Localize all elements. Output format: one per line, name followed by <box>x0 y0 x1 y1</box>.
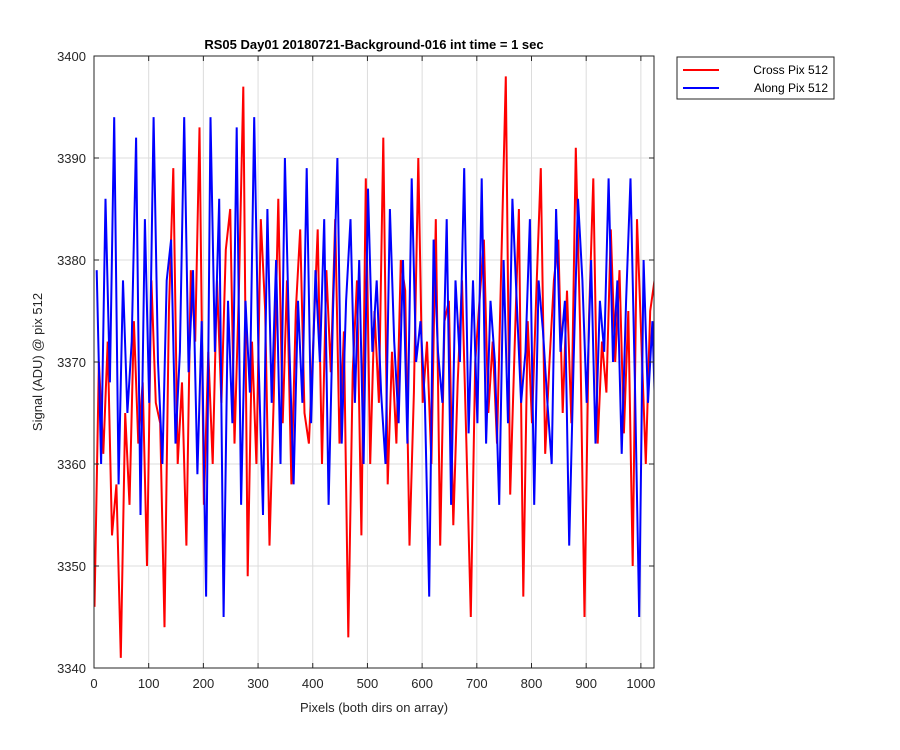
x-tick-label: 0 <box>90 676 97 691</box>
y-tick-label: 3400 <box>57 49 86 64</box>
x-tick-label: 700 <box>466 676 488 691</box>
y-tick-label: 3390 <box>57 151 86 166</box>
x-tick-label: 1000 <box>626 676 655 691</box>
y-tick-label: 3350 <box>57 559 86 574</box>
x-tick-label: 400 <box>302 676 324 691</box>
x-axis-label: Pixels (both dirs on array) <box>300 700 448 715</box>
x-tick-label: 600 <box>411 676 433 691</box>
x-tick-label: 900 <box>575 676 597 691</box>
x-tick-label: 300 <box>247 676 269 691</box>
legend-box <box>676 56 835 100</box>
x-tick-label: 100 <box>138 676 160 691</box>
series-layer <box>94 76 654 658</box>
y-tick-label: 3370 <box>57 355 86 370</box>
y-tick-label: 3380 <box>57 253 86 268</box>
series-line-along-pix-512 <box>95 117 654 618</box>
x-tick-label: 200 <box>193 676 215 691</box>
legend: Cross Pix 512 Along Pix 512 <box>676 56 835 100</box>
tick-layer: 0 100 200 300 400 500 600 700 800 900 1000 3340 3350… <box>57 49 655 691</box>
x-tick-label: 500 <box>357 676 379 691</box>
legend-label-0: Cross Pix 512 <box>753 63 828 77</box>
chart-title: RS05 Day01 20180721-Background-016 int t… <box>204 37 543 52</box>
y-tick-label: 3360 <box>57 457 86 472</box>
x-tick-label: 800 <box>521 676 543 691</box>
legend-label-1: Along Pix 512 <box>754 81 828 95</box>
y-tick-label: 3340 <box>57 661 86 676</box>
y-axis-label: Signal (ADU) @ pix 512 <box>30 293 45 431</box>
